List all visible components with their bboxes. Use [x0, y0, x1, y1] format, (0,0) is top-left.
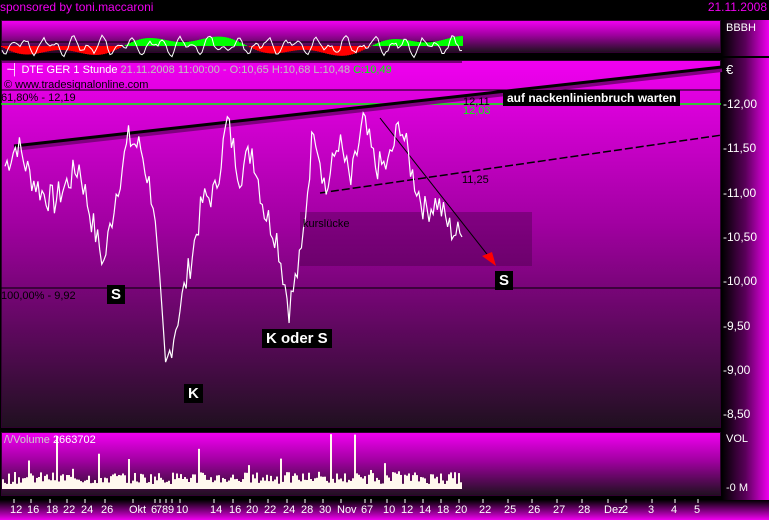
x-tick-label: 28 — [578, 504, 591, 516]
x-tick-label: 28 — [301, 504, 314, 516]
level-1125: 11,25 — [462, 174, 489, 186]
volume-title: /\/Volume 2663702 — [4, 434, 96, 446]
x-tick-label: 8 — [162, 504, 169, 516]
x-tick-label: Dez — [604, 504, 624, 516]
y-tick-label: -9,00 — [723, 362, 751, 377]
osc-line — [1, 34, 463, 59]
x-tick-label: Okt — [129, 504, 147, 516]
x-tick-label: 5 — [694, 504, 701, 516]
x-tick-label: 22 — [264, 504, 277, 516]
volume-label: Volume — [13, 434, 50, 446]
x-tick-label: 3 — [648, 504, 655, 516]
x-tick-label: 30 — [319, 504, 332, 516]
y-tick-label: -9,50 — [723, 318, 751, 333]
x-tick-label: 6 — [151, 504, 158, 516]
oscillator-axis — [722, 20, 769, 56]
close-value: C:10,49 — [353, 64, 392, 76]
volume-value: 2663702 — [52, 434, 96, 446]
x-tick-label: 2 — [622, 504, 629, 516]
neckline-shadow — [13, 68, 723, 151]
trend-line — [319, 134, 723, 194]
x-tick-label: 12 — [10, 504, 23, 516]
mark-s2: S — [495, 271, 514, 290]
y-tick-label: -8,50 — [723, 407, 751, 422]
x-tick-label: 24 — [283, 504, 296, 516]
x-tick-label: 10 — [383, 504, 396, 516]
mark-k: K — [184, 384, 203, 403]
y-tick-label: -10,00 — [723, 274, 758, 289]
volume-axis-top: VOL — [726, 433, 749, 445]
fib-618-label: 61,80% - 12,19 — [1, 92, 76, 104]
x-tick-label: 7 — [367, 504, 374, 516]
x-tick-label: 20 — [246, 504, 259, 516]
fib-100-label: 100,00% - 9,92 — [1, 290, 76, 302]
x-tick-label: 26 — [528, 504, 541, 516]
y-tick-label: -11,50 — [723, 141, 757, 156]
neckline — [13, 65, 723, 148]
instrument: DTE GER 1 Stunde — [21, 64, 118, 76]
quote: 21.11.2008 11:00:00 - O:10,65 H:10,68 L:… — [120, 64, 351, 76]
x-tick-label: 16 — [229, 504, 242, 516]
price-axis — [722, 58, 769, 432]
oscillator-label: BBBH — [726, 22, 756, 34]
x-tick-label: 18 — [437, 504, 450, 516]
x-tick-label: 14 — [419, 504, 432, 516]
currency-label: € — [726, 62, 734, 77]
x-tick-label: 18 — [46, 504, 59, 516]
x-tick-label: 16 — [27, 504, 40, 516]
x-tick-label: 27 — [553, 504, 566, 516]
mark-s1: S — [107, 285, 126, 304]
x-tick-label: Nov — [337, 504, 357, 516]
gap-label: kurslücke — [303, 218, 350, 230]
x-tick-label: 7 — [156, 504, 163, 516]
x-tick-label: 4 — [671, 504, 678, 516]
y-tick-label: -12,00 — [723, 97, 758, 111]
price-panel — [1, 60, 721, 428]
mark-k-oder-s: K oder S — [262, 329, 332, 348]
level-1203: 12,03 — [463, 105, 491, 117]
arrow-head — [482, 252, 496, 266]
x-tick-label: 24 — [81, 504, 94, 516]
x-tick-label: 26 — [101, 504, 114, 516]
chart-title: ╶┤ DTE GER 1 Stunde 21.11.2008 11:00:00 … — [4, 64, 392, 76]
x-tick-label: 6 — [361, 504, 368, 516]
x-tick-label: 25 — [504, 504, 517, 516]
x-tick-label: 22 — [63, 504, 76, 516]
volume-axis — [722, 430, 769, 500]
x-tick-label: 14 — [210, 504, 223, 516]
x-tick-label: 12 — [401, 504, 414, 516]
header-date: 21.11.2008 — [707, 0, 767, 14]
y-tick-label: -11,00 — [723, 185, 757, 200]
price-line — [4, 111, 463, 363]
x-tick-label: 9 — [168, 504, 175, 516]
x-tick-label: 10 — [176, 504, 189, 516]
x-tick-label: 20 — [455, 504, 468, 516]
y-tick-label: -10,50 — [723, 229, 758, 244]
arrow-line — [379, 117, 491, 259]
note-label: auf nackenlinienbruch warten — [503, 90, 681, 106]
x-tick-label: 22 — [479, 504, 492, 516]
level-1211: 12,11 — [463, 96, 490, 108]
volume-axis-bottom: -0 M — [726, 482, 748, 494]
sponsor-text: sponsored by toni.maccaroni — [0, 0, 154, 14]
x-axis — [0, 500, 769, 520]
copyright: © www.tradesignalonline.com — [4, 79, 149, 91]
